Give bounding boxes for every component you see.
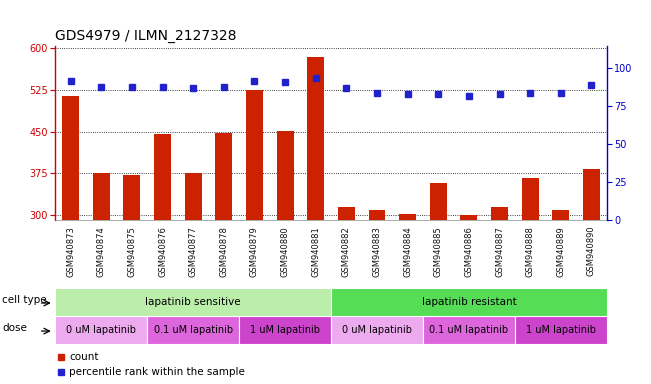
Bar	[239, 316, 331, 344]
Text: GSM940878: GSM940878	[219, 226, 229, 276]
Text: percentile rank within the sample: percentile rank within the sample	[69, 367, 245, 377]
Bar	[430, 183, 447, 220]
Text: GSM940876: GSM940876	[158, 226, 167, 276]
Text: GSM940873: GSM940873	[66, 226, 75, 276]
Text: GSM940889: GSM940889	[557, 226, 565, 276]
Text: GSM940881: GSM940881	[311, 226, 320, 276]
Text: GSM940880: GSM940880	[281, 226, 290, 276]
Text: GSM940885: GSM940885	[434, 226, 443, 276]
Text: 0.1 uM lapatinib: 0.1 uM lapatinib	[154, 324, 233, 335]
Bar	[124, 175, 141, 220]
Bar	[147, 316, 239, 344]
Bar	[491, 207, 508, 220]
Text: 0.1 uM lapatinib: 0.1 uM lapatinib	[429, 324, 508, 335]
Bar	[55, 288, 331, 316]
Bar	[331, 316, 423, 344]
Bar	[185, 173, 202, 220]
Text: lapatinib resistant: lapatinib resistant	[421, 296, 516, 307]
Bar	[338, 207, 355, 220]
Text: GSM940874: GSM940874	[97, 226, 105, 276]
Bar	[515, 316, 607, 344]
Bar	[521, 178, 538, 220]
Text: 1 uM lapatinib: 1 uM lapatinib	[250, 324, 320, 335]
Bar	[277, 131, 294, 220]
Bar	[307, 57, 324, 220]
Text: dose: dose	[2, 323, 27, 333]
Bar	[552, 210, 569, 220]
Text: GSM940887: GSM940887	[495, 226, 504, 276]
Bar	[331, 288, 607, 316]
Text: GSM940884: GSM940884	[403, 226, 412, 276]
Text: GSM940877: GSM940877	[189, 226, 198, 276]
Text: GSM940879: GSM940879	[250, 226, 259, 276]
Text: GSM940882: GSM940882	[342, 226, 351, 276]
Text: GSM940883: GSM940883	[372, 226, 381, 276]
Bar	[368, 210, 385, 220]
Text: cell type: cell type	[2, 295, 47, 305]
Text: 1 uM lapatinib: 1 uM lapatinib	[526, 324, 596, 335]
Text: GSM940888: GSM940888	[525, 226, 534, 276]
Text: GDS4979 / ILMN_2127328: GDS4979 / ILMN_2127328	[55, 29, 237, 43]
Bar	[93, 173, 110, 220]
Bar	[62, 96, 79, 220]
Text: GSM940875: GSM940875	[128, 226, 137, 276]
Text: 0 uM lapatinib: 0 uM lapatinib	[66, 324, 136, 335]
Text: count: count	[69, 352, 98, 362]
Text: lapatinib sensitive: lapatinib sensitive	[145, 296, 241, 307]
Bar	[423, 316, 515, 344]
Bar	[583, 169, 600, 220]
Bar	[399, 214, 416, 220]
Text: GSM940890: GSM940890	[587, 226, 596, 276]
Bar	[246, 90, 263, 220]
Bar	[215, 133, 232, 220]
Bar	[154, 134, 171, 220]
Bar	[460, 215, 477, 220]
Bar	[55, 316, 147, 344]
Text: 0 uM lapatinib: 0 uM lapatinib	[342, 324, 412, 335]
Text: GSM940886: GSM940886	[464, 226, 473, 276]
